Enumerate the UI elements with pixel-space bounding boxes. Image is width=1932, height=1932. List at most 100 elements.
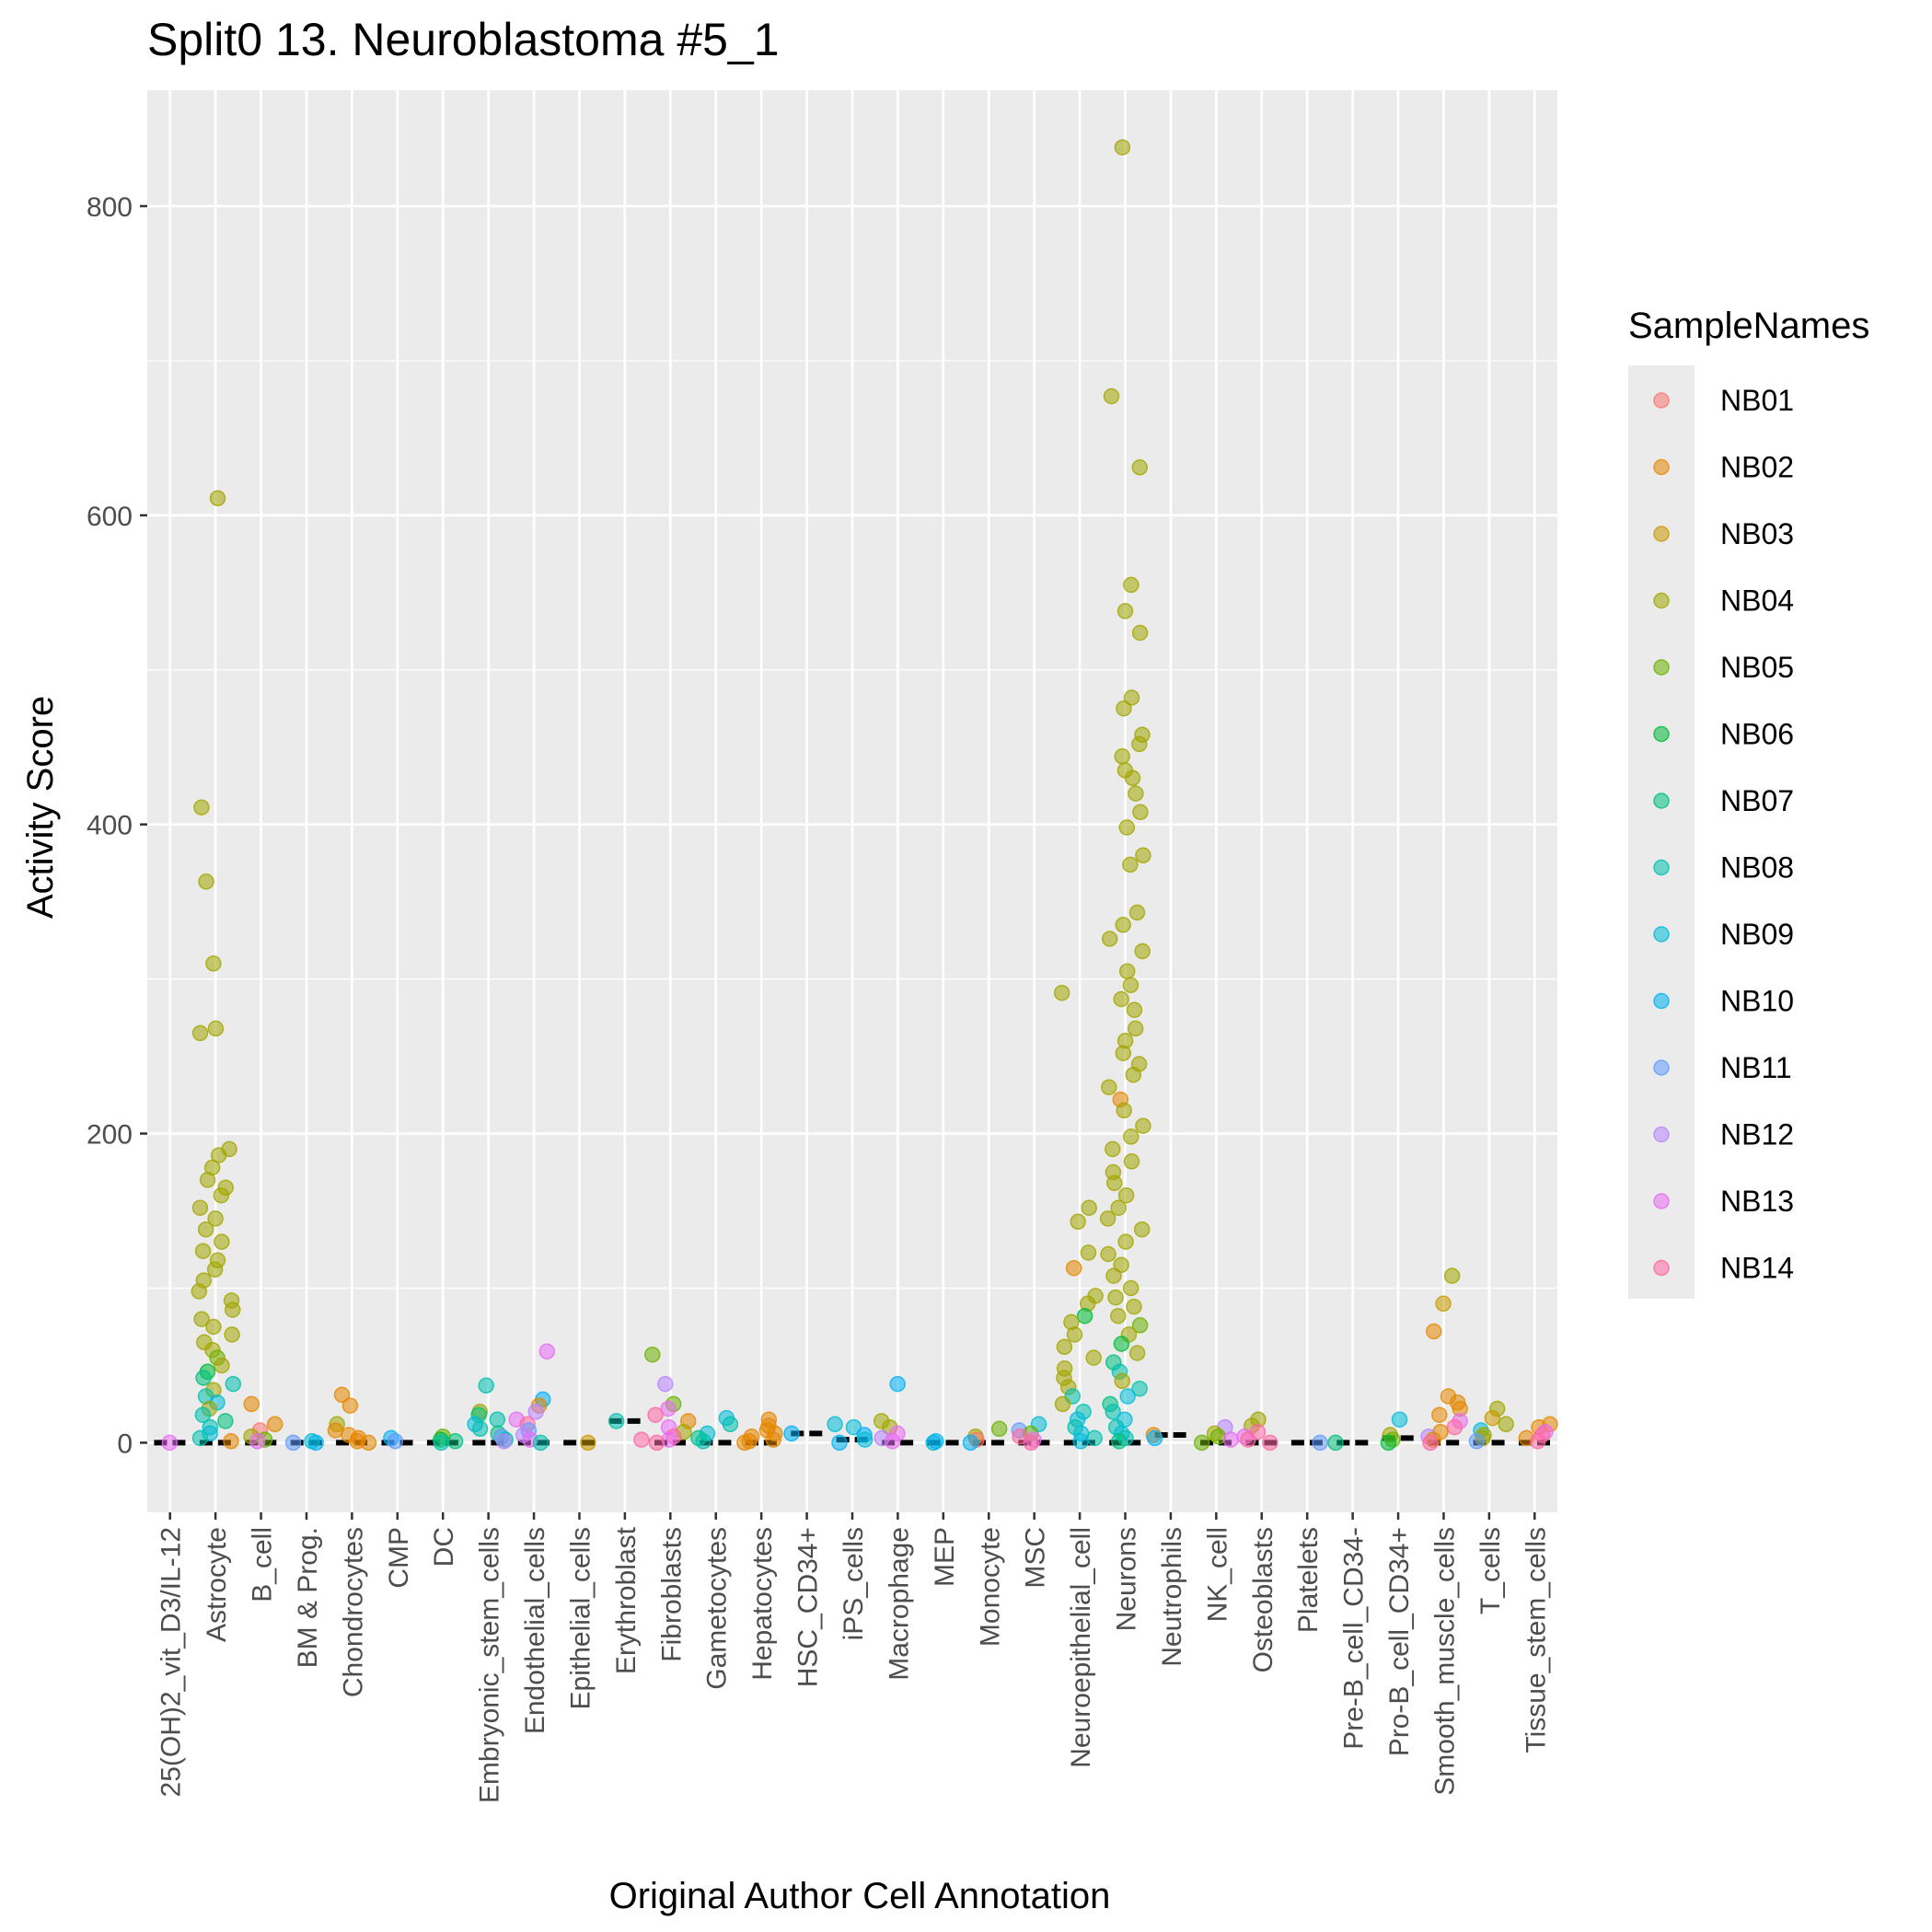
data-point — [1484, 1409, 1501, 1427]
x-tick-label: Erythroblast — [611, 1526, 642, 1674]
data-point — [1103, 388, 1120, 405]
legend-key-background — [1628, 365, 1695, 1299]
x-tick-label: MSC — [1021, 1527, 1051, 1589]
data-point — [225, 1375, 242, 1393]
data-point — [191, 1283, 208, 1300]
data-point — [495, 1433, 513, 1450]
legend-key — [1653, 1059, 1670, 1076]
data-point — [1312, 1434, 1328, 1452]
data-point — [962, 1434, 979, 1452]
legend-key — [1653, 725, 1670, 743]
data-point — [695, 1433, 711, 1450]
x-tick-label: DC — [429, 1527, 459, 1567]
data-point — [1066, 1326, 1083, 1343]
data-point — [1117, 1233, 1134, 1250]
legend-key — [1653, 592, 1670, 609]
legend-title: SampleNames — [1628, 306, 1869, 346]
x-tick-label: Neuroepithelial_cell — [1066, 1527, 1096, 1768]
x-tick-label: NK_cell — [1202, 1527, 1232, 1622]
data-point — [1081, 1199, 1097, 1216]
data-point — [213, 1186, 230, 1204]
data-point — [1123, 576, 1140, 594]
data-point — [1114, 1372, 1130, 1390]
data-point — [1072, 1433, 1089, 1450]
data-point — [607, 1413, 625, 1429]
x-tick-label: Epithelial_cells — [565, 1527, 596, 1709]
x-tick-label: Gametocytes — [702, 1527, 733, 1690]
x-tick-label: Monocyte — [975, 1527, 1005, 1647]
x-tick-label: Smooth_muscle_cells — [1429, 1527, 1460, 1796]
legend-label: NB03 — [1720, 517, 1794, 550]
x-tick-label: Pro-B_cell_CD34+ — [1384, 1527, 1415, 1756]
data-point — [884, 1433, 901, 1450]
legend-label: NB10 — [1720, 985, 1794, 1018]
data-point — [1100, 1245, 1116, 1263]
legend-key — [1653, 992, 1670, 1010]
x-tick-label: Chondrocytes — [338, 1527, 368, 1697]
data-point — [209, 490, 226, 507]
legend-key — [1653, 792, 1670, 809]
data-point — [266, 1416, 283, 1433]
legend-key — [1653, 859, 1670, 876]
x-tick-label: Platelets — [1293, 1527, 1324, 1633]
data-point — [1443, 1267, 1461, 1284]
data-point — [194, 1406, 212, 1423]
data-point — [489, 1411, 506, 1428]
x-tick-label: BM & Prog. — [293, 1527, 323, 1668]
legend-label: NB01 — [1720, 384, 1794, 417]
legend-label: NB05 — [1720, 651, 1794, 684]
data-point — [1105, 1140, 1121, 1158]
data-point — [1085, 1349, 1102, 1366]
data-point — [1115, 917, 1131, 933]
y-tick-label: 800 — [87, 192, 133, 223]
data-point — [1105, 1174, 1123, 1192]
data-point — [1065, 1259, 1082, 1277]
data-point — [644, 1346, 661, 1363]
data-point — [1114, 139, 1131, 156]
data-point — [736, 1434, 753, 1452]
data-point — [195, 1370, 212, 1386]
data-point — [1193, 1434, 1210, 1452]
x-axis: 25(OH)2_vit_D3/IL-12 Astrocyte B_cell BM & … — [156, 1512, 1551, 1803]
data-point — [1468, 1433, 1486, 1450]
legend-label: NB11 — [1720, 1051, 1792, 1084]
data-point — [1128, 785, 1144, 802]
data-point — [1124, 769, 1141, 787]
x-tick-label: Neurons — [1112, 1527, 1142, 1631]
data-point — [1116, 603, 1134, 619]
x-tick-label: Embryonic_stem_cells — [475, 1527, 505, 1803]
x-axis-label: Original Author Cell Annotation — [609, 1876, 1111, 1916]
data-point — [845, 1418, 862, 1436]
data-point — [1119, 1388, 1136, 1405]
data-point — [1391, 1411, 1408, 1428]
data-point — [1114, 748, 1130, 765]
data-point — [538, 1343, 556, 1360]
data-point — [1056, 1338, 1073, 1356]
data-point — [1107, 1289, 1124, 1306]
x-tick-label: CMP — [384, 1527, 414, 1589]
legend-key — [1653, 526, 1670, 542]
data-point — [206, 1261, 224, 1278]
data-point — [1080, 1244, 1097, 1261]
data-point — [657, 1375, 674, 1393]
data-point — [471, 1420, 489, 1438]
x-tick-label: T_cells — [1475, 1527, 1506, 1614]
x-tick-label: Tissue_stem_cells — [1521, 1527, 1551, 1753]
data-point — [1086, 1429, 1103, 1447]
x-tick-label: Pre-B_cell_CD34- — [1339, 1527, 1370, 1750]
data-point — [1446, 1418, 1463, 1436]
legend-label: NB02 — [1720, 451, 1794, 484]
data-point — [1110, 1307, 1127, 1325]
legend-key — [1653, 458, 1670, 476]
data-point — [214, 1233, 230, 1250]
data-point — [660, 1400, 677, 1417]
data-point — [1380, 1434, 1397, 1452]
data-point — [527, 1404, 544, 1420]
data-point — [1116, 700, 1132, 717]
data-point — [1054, 1395, 1071, 1413]
data-point — [1126, 1298, 1142, 1315]
data-point — [1118, 819, 1136, 836]
data-point — [1117, 1186, 1135, 1204]
data-point — [191, 1199, 209, 1216]
